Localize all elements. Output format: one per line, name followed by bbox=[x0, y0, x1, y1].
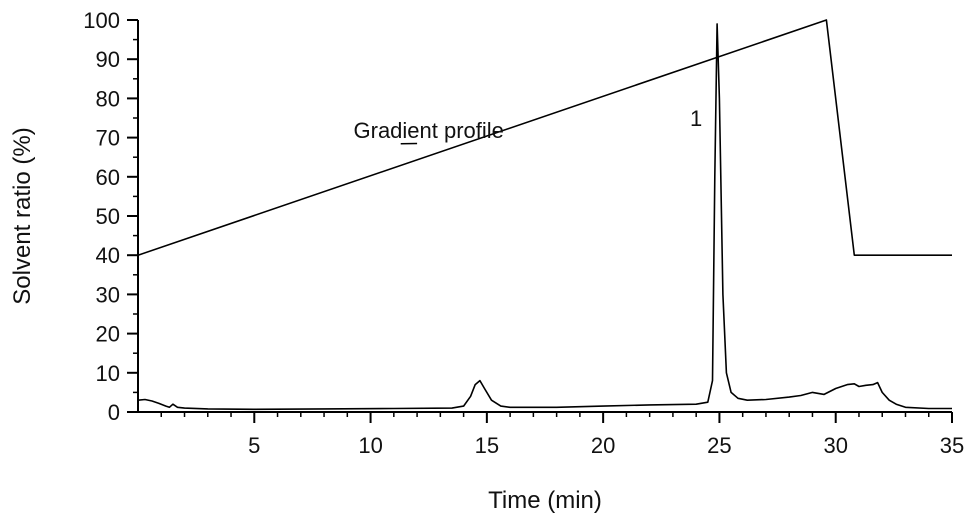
y-tick-label: 50 bbox=[96, 204, 120, 229]
y-tick-label: 0 bbox=[108, 400, 120, 425]
series-layer bbox=[137, 19, 952, 411]
x-tick-label: 10 bbox=[358, 433, 382, 458]
x-tick-label: 35 bbox=[940, 433, 964, 458]
axes bbox=[137, 20, 952, 413]
annotation-layer: Gradient profile 1 bbox=[354, 106, 702, 145]
y-tick-label: 40 bbox=[96, 243, 120, 268]
gradient-profile-line bbox=[137, 19, 952, 256]
x-tick-label: 30 bbox=[823, 433, 847, 458]
peak-1-label: 1 bbox=[690, 106, 702, 131]
y-ticks: 0 10 20 30 40 50 60 70 80 90 100 bbox=[83, 8, 138, 425]
y-tick-label: 90 bbox=[96, 47, 120, 72]
y-tick-label: 100 bbox=[83, 8, 120, 33]
x-tick-label: 5 bbox=[248, 433, 260, 458]
y-tick-label: 30 bbox=[96, 282, 120, 307]
y-tick-label: 70 bbox=[96, 126, 120, 151]
y-axis-label: Solvent ratio (%) bbox=[9, 127, 36, 304]
y-tick-label: 10 bbox=[96, 361, 120, 386]
x-tick-label: 15 bbox=[475, 433, 499, 458]
y-tick-label: 60 bbox=[96, 165, 120, 190]
chromatogram-trace bbox=[137, 23, 952, 411]
x-tick-label: 20 bbox=[591, 433, 615, 458]
x-tick-label: 25 bbox=[707, 433, 731, 458]
y-tick-label: 80 bbox=[96, 86, 120, 111]
x-ticks: 5 10 15 20 25 30 35 bbox=[160, 412, 964, 458]
gradient-profile-label: Gradient profile bbox=[354, 118, 504, 143]
y-tick-label: 20 bbox=[96, 322, 120, 347]
x-axis-label: Time (min) bbox=[488, 487, 602, 514]
